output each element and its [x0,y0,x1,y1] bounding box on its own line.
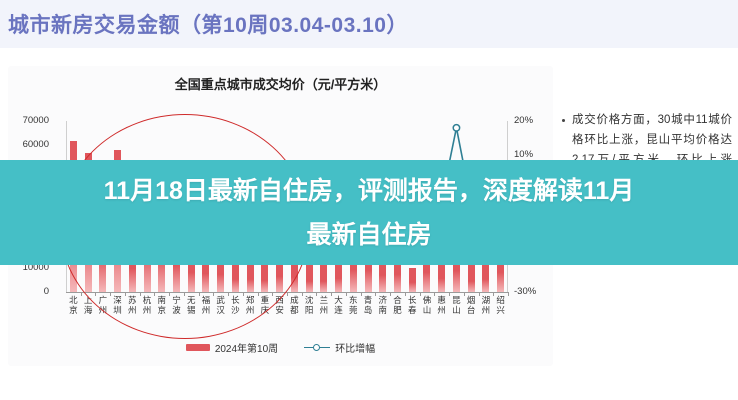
caption-line-1: 11月18日最新自住房，评测报告，深度解读11月 [103,176,635,205]
x-tick-mark [419,292,421,296]
bar [452,239,460,292]
y-tick-label: 70000 [22,115,49,126]
x-tick-mark [449,292,451,296]
x-axis-label: 佛山 [422,295,432,315]
bar [482,260,490,292]
x-tick-mark [316,292,318,296]
x-axis-label: 大连 [334,295,343,315]
bar [438,257,446,292]
page-title: 城市新房交易金额（第10周03.04-03.10） [8,14,408,37]
x-axis-label: 烟台 [466,295,476,315]
x-axis-label: 成都 [290,295,299,315]
legend-item-bar: 2024年第10周 [185,340,279,355]
x-axis-label: 湖州 [481,295,491,315]
x-tick-mark [331,292,333,296]
x-tick-mark [375,292,377,296]
x-tick-mark [493,292,495,296]
x-axis-label: 昆山 [452,295,461,315]
bar [467,265,475,292]
y2-tick-label: -30% [514,286,537,297]
caption-overlay-text: 11月18日最新自住房，评测报告，深度解读11月 最新自住房 [0,165,738,260]
bar [379,250,387,292]
bar [335,257,343,292]
x-tick-mark [80,292,82,296]
bar [305,265,313,292]
bar [423,243,431,292]
bar [364,238,372,292]
x-tick-mark [508,292,509,296]
y-tick-label: 60000 [22,139,49,151]
x-tick-mark [463,292,465,296]
line-marker [452,123,461,132]
line-swatch-icon [304,342,331,352]
caption-line-2: 最新自住房 [306,220,432,249]
x-axis-label: 沈阳 [304,295,314,315]
x-tick-mark [404,292,406,296]
y2-tick-label: 10% [514,149,534,161]
x-axis-label: 合肥 [393,295,402,315]
legend-item-line: 环比增幅 [304,340,375,355]
x-axis-label: 惠州 [437,295,446,315]
x-tick-mark [287,292,288,296]
y-tick-label: 10000 [22,261,49,273]
legend-label-line: 环比增幅 [335,343,376,355]
x-tick-mark [478,292,480,296]
legend-label-bar: 2024年第10周 [214,343,279,355]
x-tick-mark [390,292,392,296]
x-axis-label: 长春 [407,295,417,315]
bar-swatch-icon [185,343,210,351]
x-axis-label: 北京 [69,295,78,315]
bar [320,265,328,292]
bar [497,243,505,292]
bar [394,248,401,292]
x-tick-mark [434,292,436,296]
y-tick-label: 0 [43,286,49,297]
caption-overlay-band [0,160,738,265]
page-header: 城市新房交易金额（第10周03.04-03.10） [0,0,738,48]
x-axis-label: 绍兴 [496,295,505,315]
x-axis-label: 青岛 [363,295,373,315]
chart-legend: 2024年第10周 环比增幅 [8,338,553,356]
x-tick-mark [360,292,362,296]
x-axis-label: 济南 [378,295,388,315]
x-tick-mark [345,292,347,296]
x-axis-label: 兰州 [319,295,329,315]
x-axis-label: 上海 [83,295,93,315]
y2-tick-label: 20% [514,115,534,126]
bar [408,267,416,292]
x-axis-label: 东莞 [349,295,358,315]
x-tick-mark [301,292,303,296]
chart-title: 全国重点城市成交均价（元/平方米） [174,77,387,92]
